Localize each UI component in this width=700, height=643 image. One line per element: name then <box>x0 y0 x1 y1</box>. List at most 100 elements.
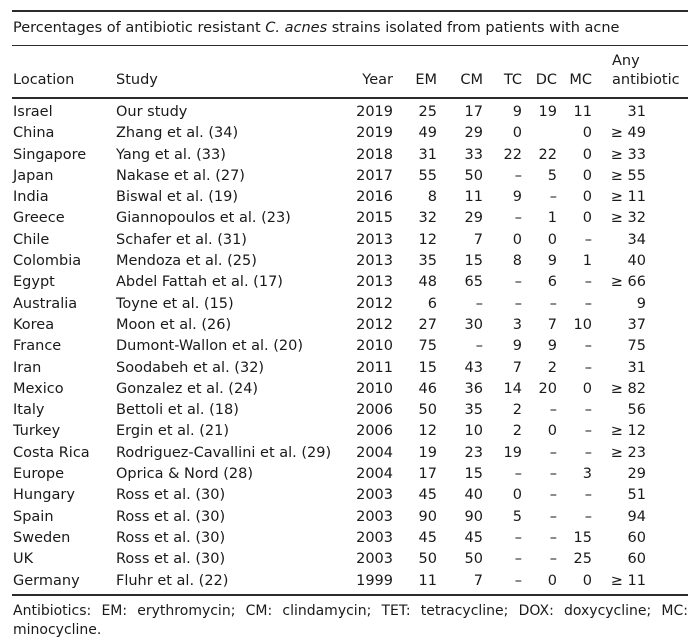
cell-mc: 0 <box>582 380 592 397</box>
cell-study: Ergin et al. (21) <box>116 423 230 440</box>
cell-year: 2013 <box>356 231 393 248</box>
cell-dc: 9 <box>547 253 557 270</box>
cell-mc: 1 <box>582 253 592 270</box>
table-row: UK Ross et al. (30) 2003 50 50– –25 60 <box>12 549 688 570</box>
cell-study: Fluhr et al. (22) <box>115 570 355 596</box>
table-row: China Zhang et al. (34) 2019 49 29 0 0 ≥ 49 <box>12 123 688 144</box>
table-row: Australia Toyne et al. (15) 2012 6 – – – – 9 <box>12 294 688 315</box>
cell-study: Abdel Fattah et al. (17) <box>116 274 283 291</box>
cell-year: 2003 <box>356 508 393 525</box>
table-row: Colombia Mendoza et al. (25) 2013 35 15 8 9 1 40 <box>12 251 688 272</box>
table-row: Hungary Ross et al. (30) 2003 45 40 0 – – 51 <box>12 485 688 506</box>
cell-dc: 1 <box>547 210 557 227</box>
cell-em: 12 <box>418 231 437 248</box>
cell-tc: – <box>514 274 522 291</box>
cell-cm: – <box>475 295 483 312</box>
cell-dc: – <box>549 487 557 504</box>
cell-year: 2013 <box>356 253 393 270</box>
cell-any-antibiotic: 56 <box>627 402 646 419</box>
cell-dc: 5 <box>547 167 557 184</box>
cell-any-antibiotic: ≥ 12 <box>610 423 646 440</box>
cell-location: Turkey <box>13 423 61 440</box>
cell-tc: 9 <box>512 104 522 120</box>
cell-mc: 11 <box>573 104 592 120</box>
cell-tc: – <box>483 570 522 596</box>
cell-any-antibiotic: ≥ 23 <box>610 444 646 461</box>
cell-cm: 10 <box>464 423 483 440</box>
cell-dc: 19 <box>538 104 557 120</box>
cell-cm: 45 <box>464 529 483 546</box>
cell-dc: 6 <box>547 274 557 291</box>
cell-any-antibiotic: 34 <box>627 231 646 248</box>
cell-study: Biswal et al. (19) <box>116 189 239 206</box>
cell-dc: – <box>549 551 557 568</box>
cell-mc: – <box>584 274 592 291</box>
cell-location: Mexico <box>13 380 64 397</box>
cell-location: Costa Rica <box>13 444 90 461</box>
cell-dc: – <box>549 466 557 483</box>
column-header-em: EM <box>393 46 437 99</box>
cell-cm: 43 <box>464 359 483 376</box>
cell-tc: 0 <box>512 487 522 504</box>
cell-location: Hungary <box>13 487 75 504</box>
cell-year: 2013 <box>356 274 393 291</box>
cell-mc: 3 <box>582 466 592 483</box>
cell-tc: 5 <box>512 508 522 525</box>
cell-location: China <box>13 125 55 142</box>
cell-em: 6 <box>427 295 437 312</box>
cell-dc: 9 <box>547 338 557 355</box>
cell-tc: – <box>514 295 522 312</box>
table-row: Sweden Ross et al. (30) 2003 45 45– –15 60 <box>12 528 688 549</box>
species-name: C. acnes <box>265 20 328 36</box>
cell-tc: – <box>514 529 522 546</box>
cell-dc <box>522 123 557 144</box>
cell-any-antibiotic: ≥ 33 <box>610 146 646 163</box>
cell-em: 45 <box>418 487 437 504</box>
table-row: Japan Nakase et al. (27) 2017 55 50–5 0 ≥ 55 <box>12 166 688 187</box>
cell-year: 2012 <box>356 316 393 333</box>
cell-study: Mendoza et al. (25) <box>116 253 257 270</box>
table-row: Costa Rica Rodriguez-Cavallini et al. (29… <box>12 443 688 464</box>
cell-tc: 14 <box>503 380 522 397</box>
cell-mc: – <box>584 295 592 312</box>
cell-em: 90 <box>418 508 437 525</box>
cell-tc: 2 <box>512 423 522 440</box>
cell-mc: – <box>584 444 592 461</box>
cell-mc: 0 <box>582 146 592 163</box>
cell-tc: 9 <box>512 338 522 355</box>
table-row: India Biswal et al. (19) 2016 8 11 9 – 0 ≥ 11 <box>12 187 688 208</box>
cell-location: UK <box>13 551 34 568</box>
cell-cm: 40 <box>464 487 483 504</box>
cell-location: Australia <box>13 295 78 312</box>
cell-em: 32 <box>418 210 437 227</box>
cell-tc: 19 <box>503 444 522 461</box>
title-suffix: strains isolated from patients with acne <box>327 20 620 36</box>
cell-any-antibiotic: 60 <box>627 551 646 568</box>
cell-any-antibiotic: 94 <box>627 508 646 525</box>
cell-location: Chile <box>13 231 50 248</box>
table-row: Korea Moon et al. (26) 2012 27 30 3 7 10 37 <box>12 315 688 336</box>
cell-study: Yang et al. (33) <box>116 146 226 163</box>
cell-year: 2018 <box>356 146 393 163</box>
cell-em: 25 <box>418 104 437 120</box>
header-row: Location Study Year EM CM TC DC MC Any a… <box>12 46 688 99</box>
cell-cm: 29 <box>464 210 483 227</box>
cell-cm: 23 <box>464 444 483 461</box>
cell-dc: 22 <box>538 146 557 163</box>
column-header-tc: TC <box>483 46 522 99</box>
cell-year: 2016 <box>356 189 393 206</box>
cell-study: Ross et al. (30) <box>116 508 226 525</box>
cell-cm: – <box>475 338 483 355</box>
table-row: Egypt Abdel Fattah et al. (17) 2013 48 65 – 6 –… <box>12 272 688 293</box>
cell-location: Singapore <box>13 146 87 163</box>
cell-any-antibiotic: 40 <box>627 253 646 270</box>
cell-mc: 0 <box>582 125 592 142</box>
cell-location: France <box>13 338 62 355</box>
cell-mc: 10 <box>573 316 592 333</box>
cell-cm: 33 <box>464 146 483 163</box>
cell-mc: 0 <box>582 210 592 227</box>
cell-study: Oprica & Nord (28) <box>116 466 253 483</box>
cell-em: 50 <box>418 402 437 419</box>
cell-study: Zhang et al. (34) <box>116 125 239 142</box>
cell-any-antibiotic: 37 <box>627 316 646 333</box>
